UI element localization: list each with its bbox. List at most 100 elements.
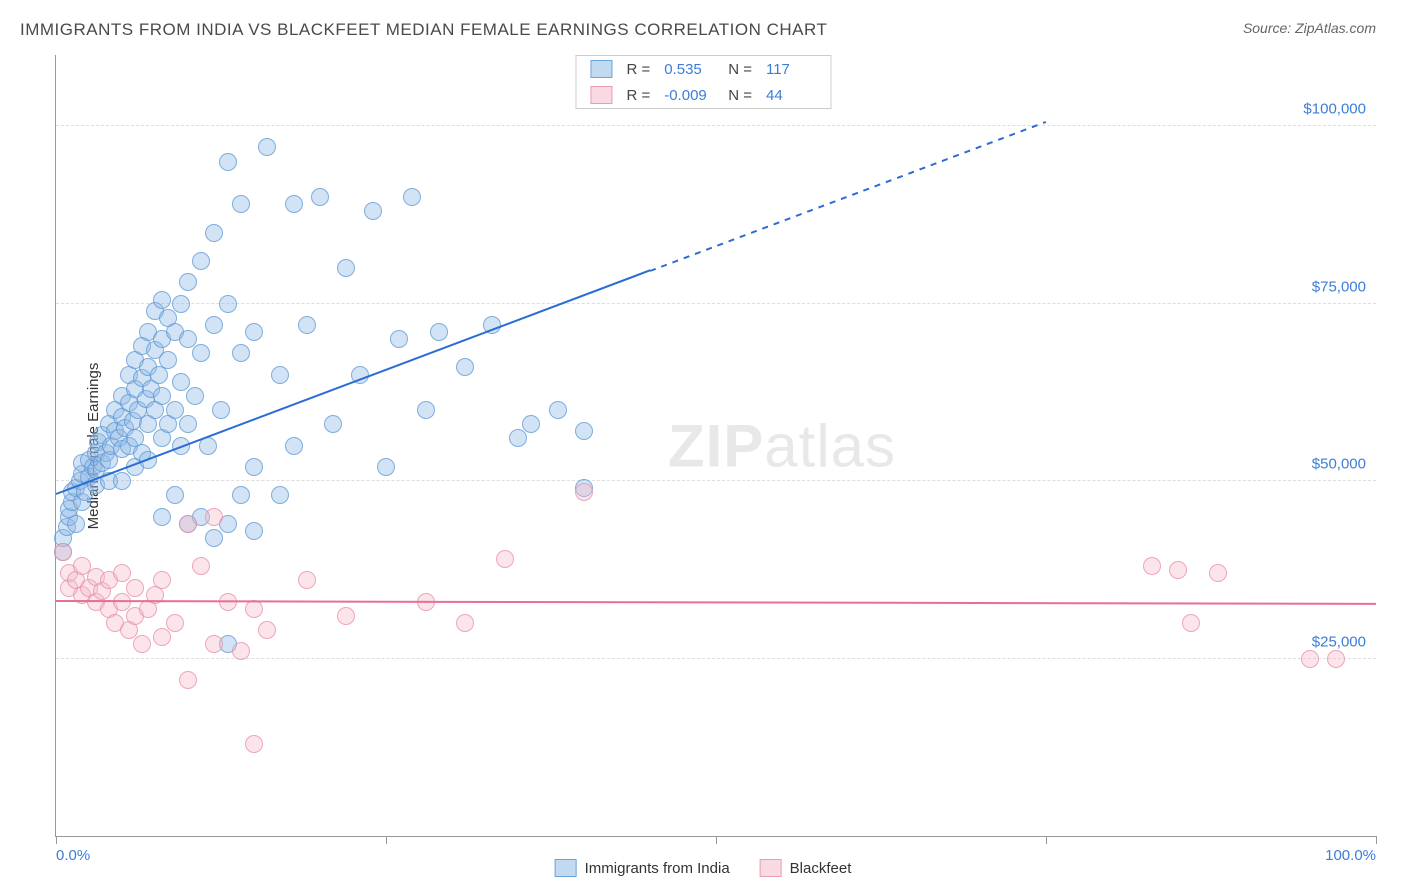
legend-row-series2: R = -0.009 N = 44 — [576, 82, 830, 108]
trend-line — [650, 121, 1047, 272]
data-point — [153, 628, 171, 646]
y-tick-label: $75,000 — [1312, 278, 1366, 295]
grid-line — [56, 125, 1376, 126]
legend-label: Immigrants from India — [585, 860, 730, 877]
data-point — [324, 415, 342, 433]
legend-swatch-series2 — [760, 859, 782, 877]
n-label: N = — [728, 87, 752, 104]
data-point — [271, 486, 289, 504]
data-point — [172, 295, 190, 313]
data-point — [153, 571, 171, 589]
data-point — [113, 564, 131, 582]
data-point — [1209, 564, 1227, 582]
grid-line — [56, 480, 1376, 481]
data-point — [522, 415, 540, 433]
data-point — [54, 543, 72, 561]
data-point — [179, 273, 197, 291]
data-point — [1182, 614, 1200, 632]
data-point — [298, 316, 316, 334]
legend-label: Blackfeet — [790, 860, 852, 877]
n-value: 44 — [766, 87, 816, 104]
grid-line — [56, 658, 1376, 659]
plot-area: ZIPatlas R = 0.535 N = 117 R = -0.009 N … — [55, 55, 1376, 837]
data-point — [298, 571, 316, 589]
data-point — [430, 323, 448, 341]
data-point — [364, 202, 382, 220]
data-point — [285, 437, 303, 455]
y-tick-label: $25,000 — [1312, 633, 1366, 650]
data-point — [1327, 650, 1345, 668]
data-point — [575, 422, 593, 440]
x-tick — [1376, 836, 1377, 844]
data-point — [179, 330, 197, 348]
y-tick-label: $100,000 — [1303, 101, 1366, 118]
data-point — [166, 614, 184, 632]
data-point — [1143, 557, 1161, 575]
watermark: ZIPatlas — [668, 411, 896, 480]
legend-swatch-series1 — [590, 60, 612, 78]
legend-item-series1: Immigrants from India — [555, 859, 730, 877]
data-point — [575, 483, 593, 501]
data-point — [271, 366, 289, 384]
n-value: 117 — [766, 61, 816, 78]
data-point — [205, 224, 223, 242]
data-point — [232, 344, 250, 362]
data-point — [153, 291, 171, 309]
legend-swatch-series1 — [555, 859, 577, 877]
data-point — [153, 387, 171, 405]
data-point — [192, 344, 210, 362]
y-tick-label: $50,000 — [1312, 456, 1366, 473]
data-point — [245, 458, 263, 476]
legend-swatch-series2 — [590, 86, 612, 104]
data-point — [549, 401, 567, 419]
data-point — [258, 621, 276, 639]
r-label: R = — [626, 87, 650, 104]
data-point — [232, 642, 250, 660]
data-point — [496, 550, 514, 568]
data-point — [219, 295, 237, 313]
data-point — [126, 579, 144, 597]
data-point — [377, 458, 395, 476]
data-point — [245, 522, 263, 540]
data-point — [337, 607, 355, 625]
data-point — [205, 635, 223, 653]
data-point — [258, 138, 276, 156]
x-tick — [1046, 836, 1047, 844]
data-point — [219, 153, 237, 171]
chart-title: IMMIGRANTS FROM INDIA VS BLACKFEET MEDIA… — [20, 20, 827, 40]
data-point — [245, 735, 263, 753]
data-point — [179, 671, 197, 689]
data-point — [403, 188, 421, 206]
data-point — [1169, 561, 1187, 579]
data-point — [456, 614, 474, 632]
data-point — [509, 429, 527, 447]
data-point — [337, 259, 355, 277]
legend-series: Immigrants from India Blackfeet — [555, 859, 852, 877]
data-point — [390, 330, 408, 348]
data-point — [166, 401, 184, 419]
data-point — [67, 515, 85, 533]
source-attribution: Source: ZipAtlas.com — [1243, 20, 1376, 36]
grid-line — [56, 303, 1376, 304]
data-point — [212, 401, 230, 419]
data-point — [417, 401, 435, 419]
data-point — [179, 515, 197, 533]
data-point — [205, 508, 223, 526]
r-value: -0.009 — [664, 87, 714, 104]
data-point — [192, 557, 210, 575]
data-point — [456, 358, 474, 376]
data-point — [153, 508, 171, 526]
legend-correlation: R = 0.535 N = 117 R = -0.009 N = 44 — [575, 55, 831, 109]
r-label: R = — [626, 61, 650, 78]
legend-row-series1: R = 0.535 N = 117 — [576, 56, 830, 82]
data-point — [113, 472, 131, 490]
data-point — [159, 351, 177, 369]
data-point — [232, 195, 250, 213]
data-point — [245, 600, 263, 618]
n-label: N = — [728, 61, 752, 78]
data-point — [192, 252, 210, 270]
data-point — [1301, 650, 1319, 668]
data-point — [205, 316, 223, 334]
x-tick — [716, 836, 717, 844]
data-point — [245, 323, 263, 341]
